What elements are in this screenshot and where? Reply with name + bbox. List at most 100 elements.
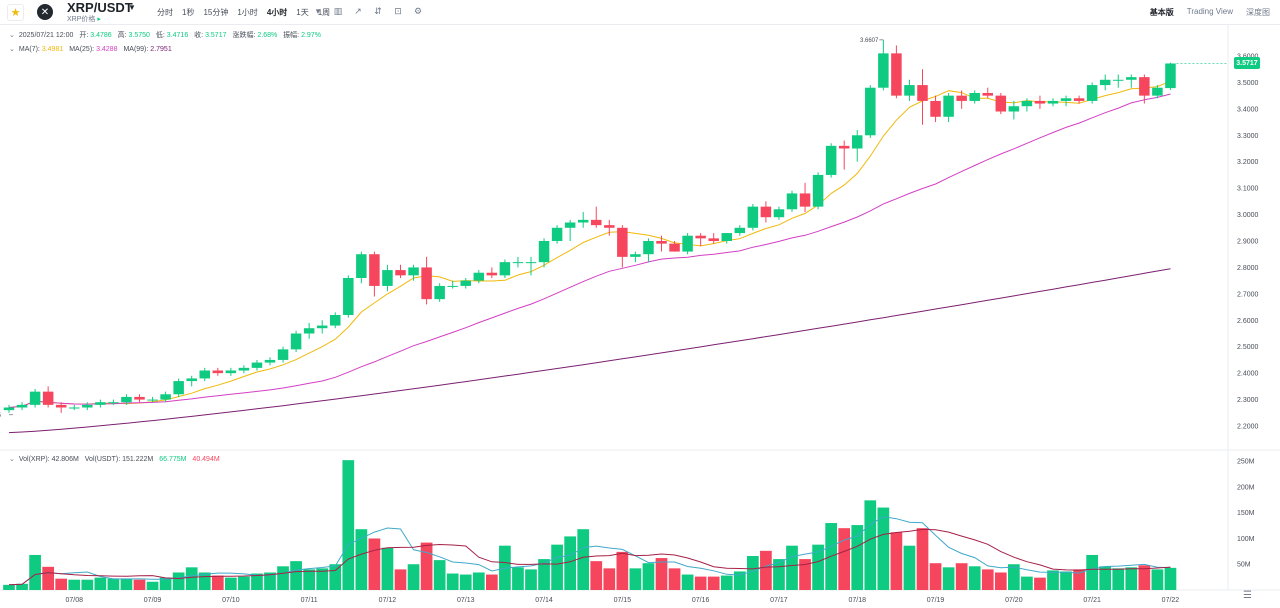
candle-body <box>734 227 746 234</box>
interval-selector: 分时 1秒 15分钟 1小时 4小时 1天 1周 <box>157 7 339 18</box>
candle-body <box>16 404 28 408</box>
view-depth[interactable]: 深度图 <box>1246 8 1270 17</box>
volume-bar <box>381 547 394 590</box>
candle-body <box>499 262 511 276</box>
candle-body <box>682 235 693 252</box>
price-tick-label: 3.1000 <box>1237 186 1259 193</box>
price-tick-label: 2.5000 <box>1237 344 1259 351</box>
time-tick-label: 07/15 <box>614 597 632 604</box>
volume-bar <box>146 581 159 590</box>
volume-tick-label: 50M <box>1237 562 1251 569</box>
volume-bar <box>968 566 981 590</box>
volume-bar <box>198 572 211 590</box>
candle-body <box>891 53 902 96</box>
vol-xrp-value: 42.806M <box>51 456 79 463</box>
volume-bar <box>707 576 720 590</box>
change-value: 2.68% <box>257 32 278 39</box>
indicator-icon[interactable]: ↗ <box>354 6 362 16</box>
candle-body <box>460 280 471 286</box>
volume-bar <box>81 579 94 590</box>
settings-icon[interactable]: ⚙ <box>413 6 423 16</box>
view-basic[interactable]: 基本版 <box>1149 8 1174 17</box>
candle-body <box>408 267 419 276</box>
volume-bar <box>577 529 590 590</box>
candle-body <box>29 391 41 405</box>
volume-bar <box>433 560 446 590</box>
candle-body <box>604 225 615 228</box>
candle-body <box>225 370 237 374</box>
candle-body <box>1060 98 1072 101</box>
candle-body <box>238 367 250 371</box>
volume-bar <box>68 579 81 590</box>
chevron-down-icon[interactable]: ▾ <box>315 6 321 16</box>
interval-1h[interactable]: 1小时 <box>237 8 258 17</box>
price-chart[interactable]: 3.60003.50003.40003.30003.20003.10003.00… <box>0 25 1280 608</box>
volume-bar <box>29 554 41 590</box>
candle-body <box>721 233 732 241</box>
interval-1w[interactable]: 1周 <box>317 8 331 17</box>
candle-body <box>186 378 197 382</box>
star-icon[interactable]: ★ <box>7 4 24 21</box>
collapse-icon[interactable]: ⌄ <box>9 46 15 53</box>
candle-body <box>786 193 798 210</box>
amplitude-value: 2.97% <box>301 32 321 39</box>
scale-settings-icon[interactable]: ☰ <box>1243 590 1252 601</box>
volume-bar <box>851 525 864 590</box>
candle-body <box>812 174 824 207</box>
volume-bar <box>916 528 929 590</box>
collapse-icon[interactable]: ⌄ <box>9 32 15 39</box>
collapse-icon[interactable]: ⌄ <box>9 456 15 463</box>
volume-bar <box>42 566 54 590</box>
interval-timeline[interactable]: 分时 <box>157 8 173 17</box>
vol-ma1-value: 66.775M <box>159 456 187 463</box>
time-tick-label: 07/19 <box>927 597 945 604</box>
candle-type-icon[interactable]: ▥ <box>333 6 343 16</box>
interval-1d[interactable]: 1天 <box>296 8 309 17</box>
candle-body <box>42 391 54 405</box>
volume-bar <box>133 579 146 590</box>
candle-body <box>838 145 850 149</box>
high-value: 3.5750 <box>128 32 150 39</box>
time-tick-label: 07/13 <box>457 597 475 604</box>
candle-body <box>199 370 210 379</box>
candle-body <box>251 362 263 368</box>
volume-bar <box>107 578 120 590</box>
time-tick-label: 07/21 <box>1083 597 1101 604</box>
interval-15m[interactable]: 15分钟 <box>203 8 229 17</box>
volume-bar <box>420 542 433 590</box>
price-tick-label: 2.8000 <box>1237 265 1259 272</box>
volume-bar <box>159 577 172 590</box>
compare-icon[interactable]: ⇵ <box>374 6 382 16</box>
volume-bar <box>655 558 668 590</box>
candle-body <box>878 53 889 88</box>
symbol-subtitle[interactable]: XRP价格 ▸ <box>67 16 101 23</box>
volume-bar <box>773 559 785 590</box>
symbol-title[interactable]: XRP/USDT <box>67 0 133 15</box>
view-tradingview[interactable]: Trading View <box>1186 7 1233 16</box>
candle-body <box>656 241 667 244</box>
volume-bar <box>733 571 746 590</box>
volume-bar <box>929 563 942 590</box>
candle-body <box>95 402 106 405</box>
volume-bar <box>55 578 68 590</box>
candle-body <box>643 241 654 255</box>
volume-bar <box>1138 565 1151 590</box>
interval-4h[interactable]: 4小时 <box>266 8 288 17</box>
time-tick-label: 07/09 <box>144 597 162 604</box>
fullscreen-icon[interactable]: ⊡ <box>394 6 402 16</box>
volume-bar <box>564 536 576 590</box>
volume-bar <box>538 559 550 590</box>
chart-header: ★ ✕ XRP/USDT ▼ XRP价格 ▸ 分时 1秒 15分钟 1小时 4小… <box>0 0 1280 25</box>
caret-down-icon[interactable]: ▼ <box>128 3 136 12</box>
xrp-icon: ✕ <box>37 4 53 20</box>
price-tick-label: 3.4000 <box>1237 106 1259 113</box>
candle-body <box>382 270 393 286</box>
volume-bar <box>981 569 994 590</box>
interval-1s[interactable]: 1秒 <box>182 8 195 17</box>
candle-body <box>760 206 772 218</box>
price-tick-label: 2.6000 <box>1237 318 1259 325</box>
candle-body <box>1139 77 1150 96</box>
candle-body <box>82 404 93 408</box>
time-tick-label: 07/18 <box>848 597 866 604</box>
candle-body <box>134 396 145 400</box>
